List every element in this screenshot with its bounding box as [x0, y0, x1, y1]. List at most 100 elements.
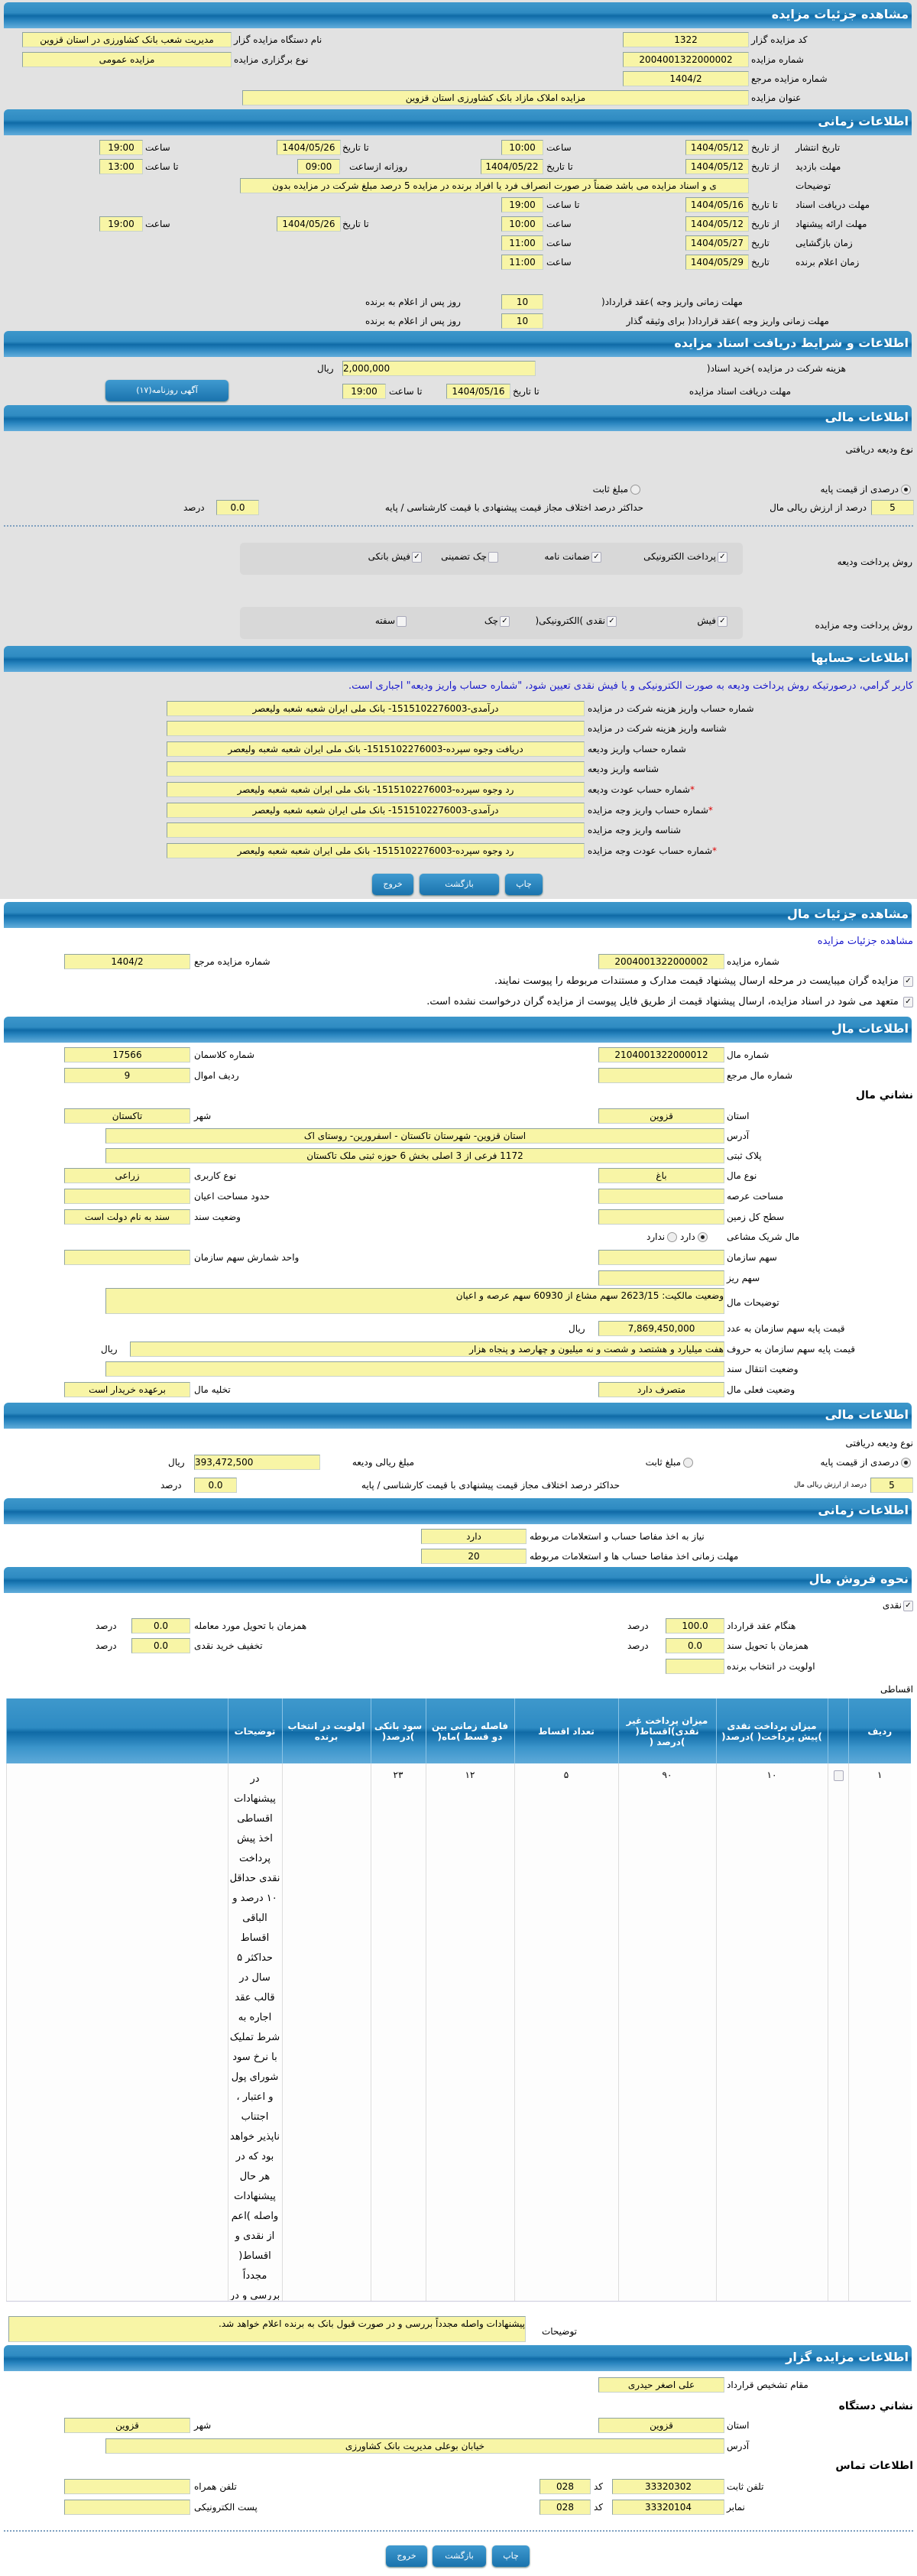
fee-field[interactable]: 2,000,000	[342, 361, 536, 376]
area-field[interactable]	[598, 1189, 724, 1204]
priority-field[interactable]	[666, 1659, 724, 1674]
clearance-deadline-field[interactable]: 20	[421, 1549, 527, 1564]
docs-deadline-date[interactable]: 1404/05/16	[446, 384, 510, 399]
notes-field[interactable]: پیشنهادات واصله مجدداً بررسی و در صورت ق…	[8, 2316, 526, 2342]
fax-code-field[interactable]: 028	[540, 2500, 591, 2515]
deposit-percent-option[interactable]: درصدی از قیمت پایه	[821, 482, 911, 496]
newspaper-ad-button[interactable]: آگهی روزنامه(۱۷)	[105, 380, 228, 401]
max-diff-field[interactable]: 0.0	[216, 500, 259, 515]
auction-type-field[interactable]: مزایده عمومی	[22, 52, 232, 67]
fax-field[interactable]: 33320104	[612, 2500, 724, 2515]
city-field[interactable]: تاکستان	[64, 1108, 190, 1124]
attachment-required-checkbox[interactable]: ✓ مزایده گران میبایست در مرحله ارسال پیش…	[494, 975, 913, 988]
asset-row-field[interactable]: 9	[64, 1068, 190, 1083]
shared-no-option[interactable]: ندارد	[646, 1231, 678, 1242]
evacuation-field[interactable]: برعهده خریدار است	[64, 1382, 190, 1397]
mobile-field[interactable]	[64, 2479, 190, 2494]
winner-date[interactable]: 1404/05/29	[685, 255, 749, 270]
publish-to-time[interactable]: 19:00	[99, 140, 143, 155]
item-ref-field[interactable]	[598, 1068, 724, 1083]
shared-yes-option[interactable]: دارد	[680, 1231, 708, 1242]
checkbox-icon[interactable]: ✓	[607, 615, 617, 627]
offer-to-time[interactable]: 19:00	[99, 216, 143, 232]
publish-from-time[interactable]: 10:00	[501, 140, 543, 155]
item-number-field[interactable]: 2104001322000012	[598, 1047, 724, 1063]
account-field[interactable]: دریافت وجوه سپرده-1515102276003- بانک مل…	[167, 741, 585, 757]
cash-discount-field[interactable]: 0.0	[131, 1638, 190, 1653]
address-field[interactable]: استان قزوین- شهرستان تاکستان - اسفرورین-…	[105, 1128, 724, 1144]
row-select[interactable]	[827, 1763, 848, 2302]
current-status-field[interactable]: متصرف دارد	[598, 1382, 724, 1397]
docs-to-time[interactable]: 19:00	[501, 197, 543, 213]
payment-method-promissory[interactable]: سفته	[375, 615, 407, 627]
auction-number-field[interactable]: 2004001322000002	[623, 52, 749, 67]
payment-method-cheque[interactable]: ✓چک	[484, 615, 510, 627]
org-share-field[interactable]	[598, 1250, 724, 1265]
deposit-fixed-option[interactable]: مبلغ ثابت	[593, 482, 640, 496]
usage-field[interactable]: زراعی	[64, 1168, 190, 1183]
timing-description-field[interactable]: ی و اسناد مزایده می باشد ضمناً در صورت ا…	[240, 178, 749, 193]
phone-field[interactable]: 33320302	[612, 2479, 724, 2494]
deposit-method-bank-slip[interactable]: ✓فیش بانکی	[368, 551, 422, 563]
deed-transfer-field[interactable]	[105, 1361, 724, 1377]
no-attachment-commitment-checkbox[interactable]: ✓ متعهد می شود در اسناد مزایده، ارسال پی…	[426, 995, 913, 1009]
ref-number-field[interactable]: 1404/2	[623, 71, 749, 86]
price-words-field[interactable]: هفت میلیارد و هشتصد و شصت و نه میلیون و …	[130, 1342, 724, 1357]
max-diff-field[interactable]: 0.0	[194, 1478, 237, 1493]
deed-status-field[interactable]: سند به نام دولت است	[64, 1209, 190, 1225]
payment-method-slip[interactable]: ✓فیش	[697, 615, 727, 627]
pay-deadline-field[interactable]: 10	[501, 294, 543, 310]
deposit-amount-field[interactable]: 393,472,500	[194, 1455, 320, 1470]
checkbox-icon[interactable]: ✓	[903, 1600, 913, 1611]
item-kind-field[interactable]: باغ	[598, 1168, 724, 1183]
radio-icon[interactable]	[630, 485, 640, 495]
share-unit-field[interactable]	[64, 1250, 190, 1265]
auction-number-field[interactable]: 2004001322000002	[598, 954, 724, 969]
print-button[interactable]: چاپ	[492, 2545, 530, 2567]
account-field[interactable]: رد وجوه سپرده-1515102276003- بانک ملی ای…	[167, 843, 585, 858]
deposit-method-guarantee[interactable]: ✓ضمانت نامه	[544, 551, 601, 563]
exit-button[interactable]: خروج	[372, 874, 413, 895]
opening-date[interactable]: 1404/05/27	[685, 235, 749, 251]
land-area-field[interactable]	[598, 1209, 724, 1225]
pay-deadline-guarantor-field[interactable]: 10	[501, 313, 543, 329]
publish-from-date[interactable]: 1404/05/12	[685, 140, 749, 155]
org-name-field[interactable]: مدیریت شعب بانک کشاورزی در استان قزوین	[22, 32, 232, 47]
account-field[interactable]	[167, 721, 585, 736]
deposit-percent-field[interactable]: 5	[870, 1478, 913, 1493]
account-field[interactable]: درآمدی-1515102276003- بانک ملی ایران شعب…	[167, 803, 585, 818]
back-button[interactable]: بازگشت	[420, 874, 499, 895]
at-contract-field[interactable]: 100.0	[666, 1618, 724, 1634]
docs-to-date[interactable]: 1404/05/16	[685, 197, 749, 213]
province-field[interactable]: قزوین	[598, 2418, 724, 2433]
checkbox-icon[interactable]: ✓	[903, 975, 913, 987]
account-field[interactable]: درآمدی-1515102276003- بانک ملی ایران شعب…	[167, 701, 585, 716]
radio-icon[interactable]	[697, 1232, 708, 1242]
plate-field[interactable]: 1172 فرعی از 3 اصلی بخش 6 حوزه ثبتی ملک …	[105, 1148, 724, 1163]
checkbox-icon[interactable]	[834, 1770, 844, 1781]
phone-code-field[interactable]: 028	[540, 2479, 591, 2494]
checkbox-icon[interactable]: ✓	[718, 551, 727, 563]
payment-method-cash[interactable]: ✓نقدی )الکترونیکی(	[535, 615, 617, 627]
offer-from-date[interactable]: 1404/05/12	[685, 216, 749, 232]
visit-daily-from-time[interactable]: 09:00	[297, 159, 340, 174]
checkbox-icon[interactable]	[397, 615, 407, 627]
checkbox-icon[interactable]: ✓	[718, 615, 727, 627]
radio-icon[interactable]	[901, 1458, 911, 1468]
account-field[interactable]: رد وجوه سپرده-1515102276003- بانک ملی ای…	[167, 782, 585, 797]
with-delivery-field[interactable]: 0.0	[131, 1618, 190, 1634]
auction-title-field[interactable]: مزایده املاک مازاد بانک کشاورزی استان قز…	[242, 90, 749, 105]
exit-button[interactable]: خروج	[386, 2545, 427, 2567]
auction-details-link[interactable]: مشاهده جزئیات مزایده	[817, 936, 913, 947]
cash-sale-checkbox[interactable]: ✓نقدی	[883, 1598, 913, 1612]
visit-to-time[interactable]: 13:00	[99, 159, 143, 174]
checkbox-icon[interactable]: ✓	[500, 615, 510, 627]
clearance-field[interactable]: دارد	[421, 1529, 527, 1544]
radio-icon[interactable]	[683, 1458, 693, 1468]
auctioneer-code-field[interactable]: 1322	[623, 32, 749, 47]
ref-number-field[interactable]: 1404/2	[64, 954, 190, 969]
account-field[interactable]	[167, 761, 585, 777]
class-number-field[interactable]: 17566	[64, 1047, 190, 1063]
deposit-percent-option[interactable]: درصدی از قیمت پایه	[821, 1455, 911, 1469]
building-area-field[interactable]	[64, 1189, 190, 1204]
